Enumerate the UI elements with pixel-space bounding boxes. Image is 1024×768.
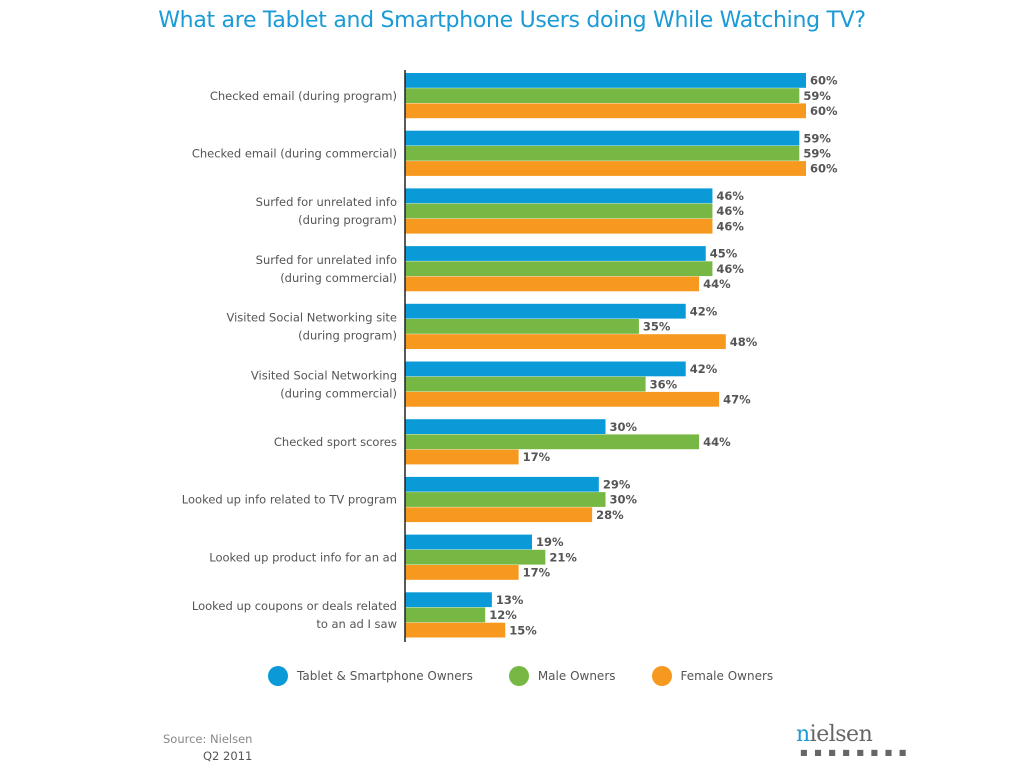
bar <box>405 218 713 234</box>
bar <box>405 492 606 507</box>
period-text: Q2 2011 <box>203 749 253 763</box>
category-labels: Checked email (during program) Checked em… <box>182 89 397 631</box>
bar <box>405 565 519 580</box>
bar <box>405 434 700 450</box>
data-label: 17% <box>523 566 551 580</box>
category-label: Checked email (during commercial) <box>192 147 397 161</box>
legend-label: Male Owners <box>537 669 616 683</box>
bar <box>405 319 639 334</box>
legend-swatch-icon <box>268 666 288 686</box>
legend-item: Male Owners <box>508 666 616 686</box>
bar <box>405 376 646 392</box>
chart-title: What are Tablet and Smartphone Users doi… <box>158 8 866 33</box>
bar <box>405 361 686 377</box>
data-label: 44% <box>703 435 731 449</box>
data-label: 19% <box>536 535 564 549</box>
data-label: 47% <box>723 393 751 407</box>
data-label: 28% <box>596 508 624 522</box>
legend-label: Tablet & Smartphone Owners <box>297 669 473 683</box>
data-label: 12% <box>489 608 517 622</box>
data-label: 17% <box>523 450 551 464</box>
category-label: Checked email (during program) <box>210 89 397 103</box>
legend-swatch-icon <box>651 666 672 686</box>
data-label: 46% <box>716 189 744 203</box>
data-label: 36% <box>650 377 678 391</box>
bar <box>405 549 546 565</box>
data-label: 60% <box>810 104 838 118</box>
bar <box>405 334 726 349</box>
data-label: 59% <box>803 89 831 103</box>
data-label: 35% <box>643 320 671 334</box>
data-label: 46% <box>716 204 744 218</box>
data-label: 42% <box>690 304 718 318</box>
data-label: 60% <box>810 162 838 176</box>
bar <box>405 261 713 277</box>
nielsen-logo-dots: ■ ■ ■ ■ ■ ■ ■ ■ <box>800 748 909 757</box>
data-label: 45% <box>710 247 738 261</box>
data-label: 46% <box>716 262 744 276</box>
bar <box>405 476 599 492</box>
bar <box>405 391 720 407</box>
category-label: Looked up product info for an ad <box>209 550 397 564</box>
data-label: 30% <box>610 493 638 507</box>
category-label: Visited Social Networking (during commerc… <box>251 368 397 400</box>
data-label: 21% <box>549 550 577 564</box>
value-labels: 60%59%60%59%59%60%46%46%46%45%46%44%42%3… <box>489 74 838 638</box>
legend-swatch-icon <box>508 666 529 686</box>
category-label: Looked up coupons or deals related to an … <box>192 599 397 631</box>
nielsen-logo: nielsen <box>796 722 873 747</box>
data-label: 46% <box>716 219 744 233</box>
bar <box>405 130 800 146</box>
legend-item: Female Owners <box>651 666 774 686</box>
data-label: 30% <box>610 420 638 434</box>
bar <box>405 246 706 261</box>
data-label: 59% <box>803 131 831 145</box>
bar <box>405 507 593 523</box>
category-label: Looked up info related to TV program <box>182 493 397 507</box>
data-label: 42% <box>690 362 718 376</box>
bar-chart: Checked email (during program) Checked em… <box>182 70 838 642</box>
bars <box>405 73 806 638</box>
bar <box>405 203 713 219</box>
bar <box>405 276 700 292</box>
bar <box>405 161 806 176</box>
bar <box>405 607 486 623</box>
bar <box>405 622 506 638</box>
bar <box>405 419 606 434</box>
source-note: Source: Nielsen Q2 2011 <box>163 731 252 765</box>
category-label: Surfed for unrelated info (during commerc… <box>256 253 397 285</box>
source-text: Source: Nielsen <box>163 732 253 746</box>
bar <box>405 592 492 608</box>
data-label: 15% <box>509 623 537 637</box>
bar <box>405 534 532 550</box>
data-label: 60% <box>810 74 838 88</box>
data-label: 44% <box>703 277 731 291</box>
legend-item: Tablet & Smartphone Owners <box>268 666 473 686</box>
bar <box>405 88 800 103</box>
bar <box>405 145 800 161</box>
data-label: 13% <box>496 593 524 607</box>
bar <box>405 449 519 465</box>
data-label: 48% <box>730 335 758 349</box>
bar <box>405 303 686 319</box>
data-label: 59% <box>803 147 831 161</box>
bar <box>405 103 806 119</box>
legend-label: Female Owners <box>680 669 774 683</box>
bar <box>405 73 806 88</box>
legend: Tablet & Smartphone Owners Male Owners Fem… <box>268 666 809 686</box>
data-label: 29% <box>603 478 631 492</box>
category-label: Visited Social Networking site (during pr… <box>226 311 397 343</box>
category-label: Surfed for unrelated info (during program… <box>256 195 397 227</box>
bar <box>405 188 713 204</box>
category-label: Checked sport scores <box>274 435 397 449</box>
